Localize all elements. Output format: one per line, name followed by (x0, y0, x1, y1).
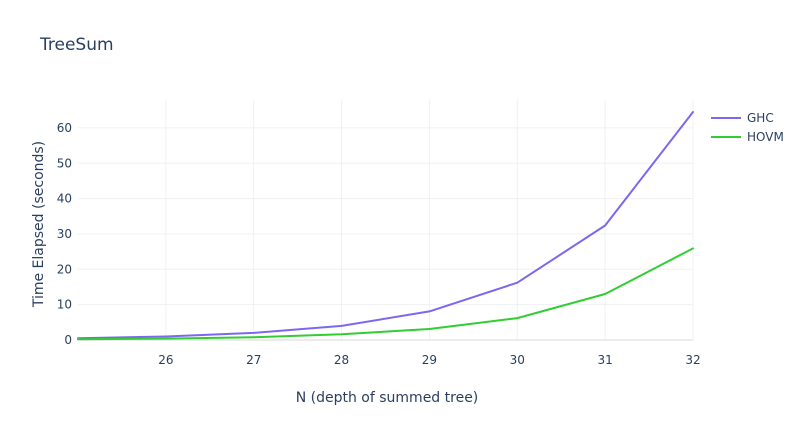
legend-item-ghc[interactable]: GHC (711, 111, 774, 125)
x-tick-label: 30 (510, 353, 525, 367)
legend-item-hovm[interactable]: HOVM (711, 130, 784, 144)
plot-series (77, 111, 694, 341)
axis-ticks: 26 27 28 29 30 31 32 0 10 20 30 40 50 60 (57, 121, 701, 367)
series-line-hovm[interactable] (77, 247, 694, 341)
x-tick-label: 29 (422, 353, 437, 367)
chart-title: TreeSum (39, 35, 114, 55)
y-tick-label: 0 (64, 333, 72, 347)
x-tick-label: 26 (158, 353, 173, 367)
grid-lines (78, 100, 694, 341)
x-tick-label: 32 (685, 353, 700, 367)
x-tick-label: 28 (334, 353, 349, 367)
y-tick-label: 50 (57, 156, 72, 170)
y-tick-label: 60 (57, 121, 72, 135)
y-tick-label: 10 (57, 298, 72, 312)
y-tick-label: 40 (57, 192, 72, 206)
legend-label: GHC (747, 111, 774, 125)
y-tick-label: 20 (57, 262, 72, 276)
x-tick-label: 31 (598, 353, 613, 367)
legend[interactable]: GHC HOVM (711, 111, 784, 144)
legend-label: HOVM (747, 130, 784, 144)
y-tick-label: 30 (57, 227, 72, 241)
y-axis-title: Time Elapsed (seconds) (31, 141, 47, 308)
x-tick-label: 27 (246, 353, 261, 367)
x-axis-title: N (depth of summed tree) (296, 390, 479, 406)
series-line-ghc[interactable] (77, 111, 694, 340)
